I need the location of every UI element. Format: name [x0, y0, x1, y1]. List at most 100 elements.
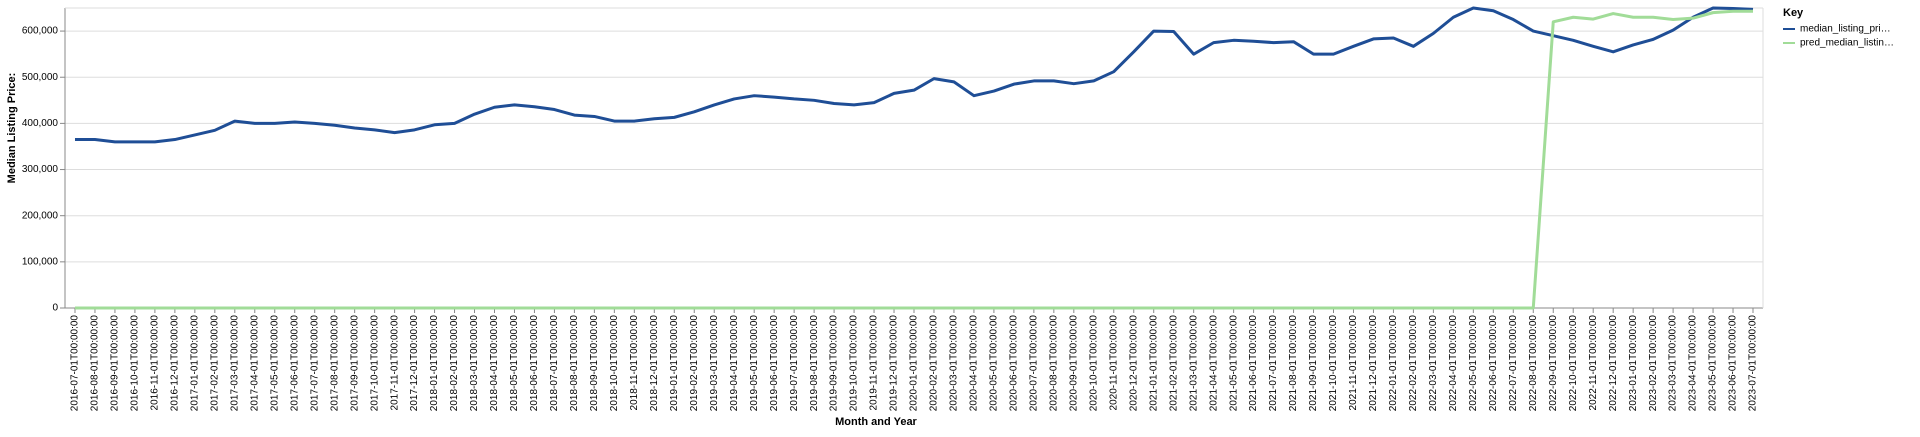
y-tick-label: 300,000	[22, 164, 59, 175]
x-tick-label: 2017-05-01T00:00:00	[269, 315, 280, 412]
x-tick-label: 2022-08-01T00:00:00	[1528, 315, 1539, 412]
x-tick-label: 2020-10-01T00:00:00	[1088, 315, 1099, 412]
x-tick-label: 2021-05-01T00:00:00	[1228, 315, 1239, 412]
x-tick-label: 2022-10-01T00:00:00	[1568, 315, 1579, 412]
x-tick-label: 2017-09-01T00:00:00	[349, 315, 360, 412]
x-tick-label: 2019-04-01T00:00:00	[729, 315, 740, 412]
x-tick-label: 2017-10-01T00:00:00	[369, 315, 380, 412]
x-tick-label: 2018-02-01T00:00:00	[449, 315, 460, 412]
x-tick-label: 2021-03-01T00:00:00	[1188, 315, 1199, 412]
y-axis-title: Median Listing Price:	[6, 73, 18, 184]
x-tick-label: 2018-01-01T00:00:00	[429, 315, 440, 412]
x-tick-label: 2021-08-01T00:00:00	[1288, 315, 1299, 412]
x-tick-label: 2017-12-01T00:00:00	[409, 315, 420, 412]
x-tick-label: 2016-07-01T00:00:00	[70, 315, 81, 412]
x-tick-label: 2022-07-01T00:00:00	[1508, 315, 1519, 412]
x-tick-label: 2016-10-01T00:00:00	[130, 315, 141, 412]
x-tick-label: 2019-05-01T00:00:00	[749, 315, 760, 412]
x-tick-label: 2021-04-01T00:00:00	[1208, 315, 1219, 412]
x-tick-label: 2018-04-01T00:00:00	[489, 315, 500, 412]
y-tick-label: 100,000	[22, 256, 59, 267]
x-tick-label: 2021-10-01T00:00:00	[1328, 315, 1339, 412]
x-tick-label: 2020-12-01T00:00:00	[1128, 315, 1139, 412]
x-tick-label: 2023-04-01T00:00:00	[1688, 315, 1699, 412]
x-tick-label: 2017-02-01T00:00:00	[209, 315, 220, 412]
x-tick-label: 2018-09-01T00:00:00	[589, 315, 600, 412]
y-tick-label: 500,000	[22, 72, 59, 83]
x-tick-label: 2017-06-01T00:00:00	[289, 315, 300, 412]
x-tick-label: 2019-01-01T00:00:00	[669, 315, 680, 412]
x-tick-label: 2018-06-01T00:00:00	[529, 315, 540, 412]
y-tick-label: 400,000	[22, 118, 59, 129]
y-tick-label: 0	[52, 303, 58, 314]
x-tick-label: 2022-05-01T00:00:00	[1468, 315, 1479, 412]
x-tick-label: 2017-08-01T00:00:00	[329, 315, 340, 412]
series-line	[74, 9, 1754, 310]
x-tick-label: 2017-11-01T00:00:00	[389, 315, 400, 411]
x-tick-label: 2020-02-01T00:00:00	[929, 315, 940, 412]
x-tick-label: 2019-07-01T00:00:00	[789, 315, 800, 412]
x-tick-label: 2023-06-01T00:00:00	[1728, 315, 1739, 412]
x-tick-label: 2018-03-01T00:00:00	[469, 315, 480, 412]
x-tick-label: 2020-06-01T00:00:00	[1009, 315, 1020, 412]
x-tick-label: 2017-04-01T00:00:00	[249, 315, 260, 412]
x-tick-label: 2020-05-01T00:00:00	[989, 315, 1000, 412]
x-tick-label: 2022-02-01T00:00:00	[1408, 315, 1419, 412]
x-tick-label: 2017-03-01T00:00:00	[229, 315, 240, 412]
x-tick-label: 2023-02-01T00:00:00	[1648, 315, 1659, 412]
x-tick-label: 2021-07-01T00:00:00	[1268, 315, 1279, 412]
legend-label: pred_median_listin…	[1800, 38, 1894, 49]
y-tick-label: 200,000	[22, 210, 59, 221]
x-tick-label: 2019-10-01T00:00:00	[849, 315, 860, 412]
x-tick-label: 2021-12-01T00:00:00	[1368, 315, 1379, 412]
x-tick-label: 2020-04-01T00:00:00	[969, 315, 980, 412]
x-tick-label: 2016-09-01T00:00:00	[110, 315, 121, 412]
x-tick-label: 2017-07-01T00:00:00	[309, 315, 320, 412]
x-tick-label: 2020-11-01T00:00:00	[1108, 315, 1119, 411]
x-tick-label: 2019-09-01T00:00:00	[829, 315, 840, 412]
legend-label: median_listing_pri…	[1800, 24, 1891, 35]
x-tick-label: 2019-03-01T00:00:00	[709, 315, 720, 412]
x-tick-label: 2023-07-01T00:00:00	[1748, 315, 1759, 412]
x-tick-label: 2021-02-01T00:00:00	[1168, 315, 1179, 412]
x-tick-label: 2020-09-01T00:00:00	[1068, 315, 1079, 412]
x-tick-label: 2019-02-01T00:00:00	[689, 315, 700, 412]
x-tick-label: 2023-03-01T00:00:00	[1668, 315, 1679, 412]
legend-title: Key	[1783, 7, 1804, 19]
x-tick-label: 2023-01-01T00:00:00	[1628, 315, 1639, 412]
x-tick-label: 2018-12-01T00:00:00	[649, 315, 660, 412]
x-tick-label: 2022-04-01T00:00:00	[1448, 315, 1459, 412]
x-tick-label: 2022-06-01T00:00:00	[1488, 315, 1499, 412]
x-tick-label: 2020-08-01T00:00:00	[1048, 315, 1059, 412]
x-tick-label: 2021-11-01T00:00:00	[1348, 315, 1359, 411]
x-tick-label: 2016-12-01T00:00:00	[170, 315, 181, 412]
x-tick-label: 2019-08-01T00:00:00	[809, 315, 820, 412]
x-tick-label: 2019-06-01T00:00:00	[769, 315, 780, 412]
x-tick-label: 2019-12-01T00:00:00	[889, 315, 900, 412]
series-line	[74, 6, 1754, 144]
x-tick-label: 2022-12-01T00:00:00	[1608, 315, 1619, 412]
x-tick-label: 2020-03-01T00:00:00	[949, 315, 960, 412]
x-axis-title: Month and Year	[835, 416, 917, 428]
x-tick-label: 2018-08-01T00:00:00	[569, 315, 580, 412]
x-tick-label: 2018-10-01T00:00:00	[609, 315, 620, 412]
x-tick-label: 2022-11-01T00:00:00	[1588, 315, 1599, 411]
x-tick-label: 2021-01-01T00:00:00	[1148, 315, 1159, 412]
x-tick-label: 2019-11-01T00:00:00	[869, 315, 880, 411]
x-tick-label: 2017-01-01T00:00:00	[189, 315, 200, 412]
x-tick-label: 2020-07-01T00:00:00	[1028, 315, 1039, 412]
x-tick-label: 2022-09-01T00:00:00	[1548, 315, 1559, 412]
x-tick-label: 2021-09-01T00:00:00	[1308, 315, 1319, 412]
x-tick-label: 2022-03-01T00:00:00	[1428, 315, 1439, 412]
x-tick-label: 2022-01-01T00:00:00	[1388, 315, 1399, 412]
x-tick-label: 2016-11-01T00:00:00	[150, 315, 161, 411]
x-tick-label: 2018-11-01T00:00:00	[629, 315, 640, 411]
x-tick-label: 2021-06-01T00:00:00	[1248, 315, 1259, 412]
x-tick-label: 2020-01-01T00:00:00	[909, 315, 920, 412]
y-tick-label: 600,000	[22, 26, 59, 37]
x-tick-label: 2016-08-01T00:00:00	[90, 315, 101, 412]
x-tick-label: 2023-05-01T00:00:00	[1708, 315, 1719, 412]
x-tick-label: 2018-05-01T00:00:00	[509, 315, 520, 412]
x-tick-label: 2018-07-01T00:00:00	[549, 315, 560, 412]
